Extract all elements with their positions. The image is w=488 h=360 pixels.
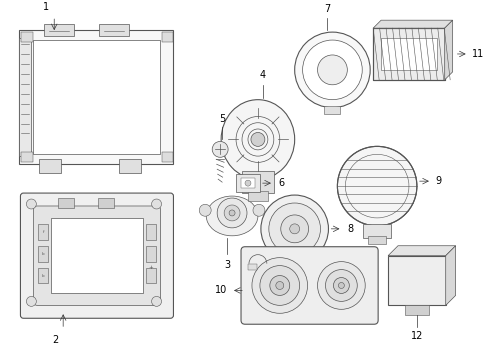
Ellipse shape xyxy=(221,100,294,179)
Bar xyxy=(404,305,428,315)
Circle shape xyxy=(268,203,320,255)
Text: 3: 3 xyxy=(224,260,230,270)
Circle shape xyxy=(199,204,211,216)
Text: b: b xyxy=(42,274,44,278)
Text: 9: 9 xyxy=(435,176,441,186)
Circle shape xyxy=(251,258,307,313)
Circle shape xyxy=(26,199,36,209)
Text: 5: 5 xyxy=(219,113,225,123)
Text: 8: 8 xyxy=(346,224,353,234)
FancyBboxPatch shape xyxy=(33,206,160,305)
Polygon shape xyxy=(444,20,452,80)
Circle shape xyxy=(337,147,416,226)
Bar xyxy=(247,264,256,270)
Circle shape xyxy=(229,210,235,216)
Bar xyxy=(44,24,74,36)
Bar xyxy=(247,191,267,201)
Bar xyxy=(324,105,340,114)
Ellipse shape xyxy=(206,196,257,236)
Bar xyxy=(161,32,173,42)
Circle shape xyxy=(325,270,357,301)
Bar xyxy=(242,171,273,193)
Bar xyxy=(20,38,31,156)
Circle shape xyxy=(317,262,365,309)
Circle shape xyxy=(338,283,344,288)
Bar xyxy=(38,246,48,262)
Circle shape xyxy=(250,132,264,147)
Bar xyxy=(380,38,436,70)
Circle shape xyxy=(151,296,161,306)
FancyBboxPatch shape xyxy=(20,193,173,318)
Text: 11: 11 xyxy=(470,49,483,59)
Bar xyxy=(145,224,155,240)
Circle shape xyxy=(333,278,348,293)
Circle shape xyxy=(224,205,240,221)
Text: 1: 1 xyxy=(43,2,49,12)
Text: 10: 10 xyxy=(214,285,226,296)
Text: 6: 6 xyxy=(278,178,285,188)
Bar xyxy=(21,32,33,42)
Text: f: f xyxy=(42,230,44,234)
Bar xyxy=(58,198,74,208)
Bar xyxy=(21,152,33,162)
Text: 7: 7 xyxy=(324,4,330,14)
Circle shape xyxy=(269,275,289,296)
Bar xyxy=(119,159,141,173)
Text: 12: 12 xyxy=(410,331,422,341)
Bar xyxy=(39,159,61,173)
Bar xyxy=(372,28,444,80)
Bar xyxy=(145,267,155,283)
Circle shape xyxy=(212,141,227,157)
Bar xyxy=(387,256,445,305)
Bar xyxy=(38,224,48,240)
Polygon shape xyxy=(445,246,455,305)
Text: b: b xyxy=(42,252,44,256)
Circle shape xyxy=(261,195,328,263)
Bar xyxy=(372,28,444,80)
Circle shape xyxy=(151,199,161,209)
Circle shape xyxy=(26,296,36,306)
Bar xyxy=(33,40,159,154)
Circle shape xyxy=(289,224,299,234)
Circle shape xyxy=(244,180,250,186)
Bar xyxy=(145,246,155,262)
Bar xyxy=(98,198,114,208)
Bar xyxy=(51,218,142,293)
Circle shape xyxy=(217,198,246,228)
Circle shape xyxy=(252,204,264,216)
Bar xyxy=(363,224,390,238)
Polygon shape xyxy=(387,246,455,256)
Circle shape xyxy=(275,282,283,289)
FancyBboxPatch shape xyxy=(241,247,377,324)
Bar xyxy=(20,30,173,164)
Circle shape xyxy=(259,266,299,305)
Bar xyxy=(161,152,173,162)
Circle shape xyxy=(280,215,308,243)
Bar xyxy=(99,24,128,36)
Circle shape xyxy=(317,55,346,85)
Bar xyxy=(241,178,254,188)
Text: 4: 4 xyxy=(259,70,265,80)
Bar xyxy=(38,267,48,283)
Bar xyxy=(367,236,386,244)
Circle shape xyxy=(302,40,362,100)
Polygon shape xyxy=(372,20,452,28)
Circle shape xyxy=(294,32,369,108)
Text: +: + xyxy=(148,265,153,270)
Bar xyxy=(236,174,259,192)
Text: 2: 2 xyxy=(52,335,58,345)
